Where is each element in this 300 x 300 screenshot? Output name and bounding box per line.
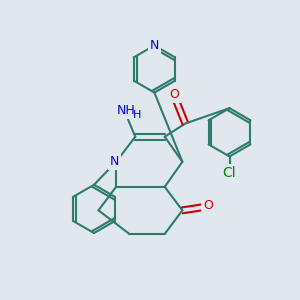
Text: O: O	[169, 88, 179, 101]
Text: H: H	[133, 110, 142, 120]
Text: O: O	[203, 200, 213, 212]
Text: N: N	[110, 155, 119, 168]
Text: Cl: Cl	[223, 166, 236, 180]
Text: NH: NH	[117, 104, 136, 117]
Text: N: N	[150, 39, 159, 52]
